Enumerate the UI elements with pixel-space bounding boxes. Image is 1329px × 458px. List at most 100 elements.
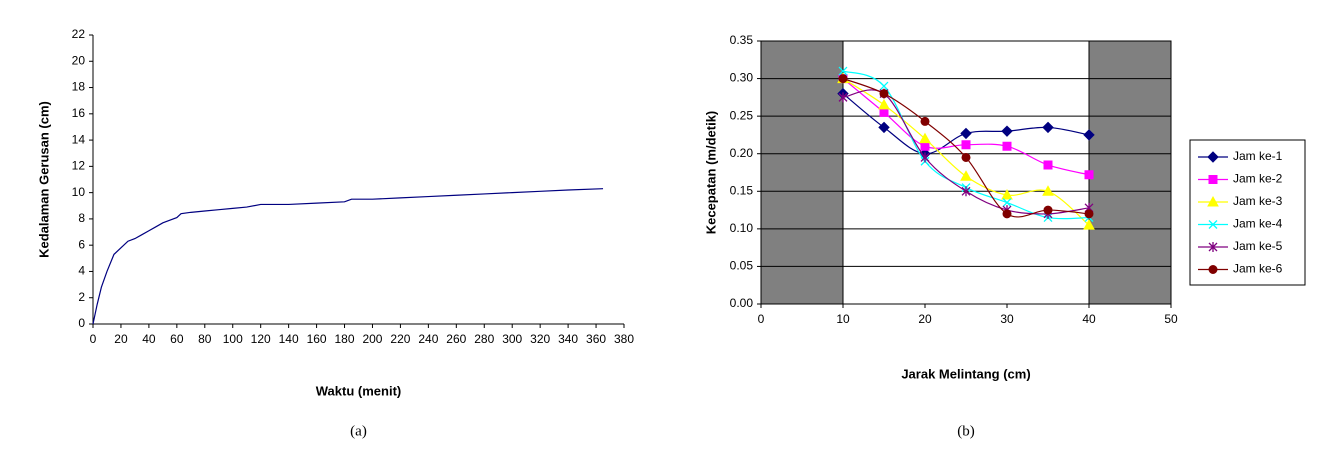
x-tick-label: 40 — [142, 332, 156, 346]
y-tick-label: 12 — [72, 159, 86, 173]
marker — [1042, 121, 1054, 134]
y-tick-label: 0.00 — [730, 296, 754, 310]
marker — [879, 89, 889, 99]
x-tick-label: 20 — [918, 312, 932, 326]
marker — [961, 140, 971, 150]
marker — [1043, 205, 1053, 215]
marker — [1043, 160, 1053, 170]
x-tick-label: 30 — [1000, 312, 1014, 326]
x-tick-label: 50 — [1164, 312, 1178, 326]
x-tick-label: 360 — [586, 332, 606, 346]
marker — [1042, 185, 1054, 196]
marker — [960, 170, 972, 181]
x-tick-label: 220 — [390, 332, 410, 346]
y-tick-label: 14 — [72, 132, 86, 146]
y-tick-label: 16 — [72, 106, 86, 120]
marker — [879, 81, 889, 91]
y-tick-label: 0 — [78, 316, 85, 330]
x-axis-title: Jarak Melintang (cm) — [901, 366, 1030, 381]
x-tick-label: 0 — [90, 332, 97, 346]
y-tick-label: 0.35 — [730, 33, 754, 47]
legend-marker — [1208, 175, 1218, 184]
y-tick-label: 0.05 — [730, 259, 754, 273]
x-tick-label: 300 — [502, 332, 522, 346]
marker — [960, 127, 972, 140]
y-tick-label: 6 — [78, 237, 85, 251]
series-line — [842, 78, 1090, 226]
legend-marker — [1207, 195, 1219, 207]
legend-label: Jam ke-1 — [1233, 149, 1283, 163]
y-tick-label: 0.15 — [730, 183, 754, 197]
x-tick-label: 340 — [558, 332, 578, 346]
x-tick-label: 320 — [530, 332, 550, 346]
x-tick-label: 0 — [758, 312, 765, 326]
y-tick-label: 4 — [78, 264, 85, 278]
y-tick-label: 2 — [78, 290, 85, 304]
marker — [879, 107, 889, 117]
shaded-region — [1088, 40, 1172, 305]
marker — [920, 152, 930, 163]
caption: (b) — [957, 423, 975, 439]
y-tick-label: 20 — [72, 53, 86, 67]
y-tick-label: 0.30 — [730, 71, 754, 85]
x-tick-label: 10 — [836, 312, 850, 326]
x-tick-label: 80 — [198, 332, 212, 346]
y-tick-label: 0.10 — [730, 221, 754, 235]
series-line — [92, 188, 604, 325]
x-tick-label: 380 — [614, 332, 634, 346]
x-tick-label: 120 — [251, 332, 271, 346]
y-tick-label: 18 — [72, 80, 86, 94]
marker — [1002, 198, 1012, 208]
x-tick-label: 100 — [223, 332, 243, 346]
legend-box — [1189, 139, 1306, 286]
marker — [838, 66, 848, 76]
legend-label: Jam ke-6 — [1233, 262, 1283, 276]
marker — [1083, 219, 1095, 230]
marker — [878, 121, 890, 134]
caption: (a) — [350, 423, 367, 439]
legend-marker — [1208, 265, 1218, 274]
y-tick-label: 8 — [78, 211, 85, 225]
y-tick-label: 0.20 — [730, 146, 754, 160]
y-tick-label: 22 — [72, 27, 86, 41]
y-axis-title: Kedalaman Gerusan (cm) — [36, 101, 51, 258]
y-tick-label: 10 — [72, 185, 86, 199]
marker — [1002, 209, 1012, 219]
marker — [1002, 141, 1012, 151]
x-tick-label: 180 — [335, 332, 355, 346]
y-tick-label: 0.25 — [730, 108, 754, 122]
legend-label: Jam ke-4 — [1233, 217, 1283, 231]
marker — [878, 98, 890, 110]
marker — [961, 152, 971, 162]
x-tick-label: 60 — [170, 332, 184, 346]
x-tick-label: 40 — [1082, 312, 1096, 326]
legend-label: Jam ke-5 — [1233, 239, 1283, 253]
marker — [920, 141, 930, 151]
x-tick-label: 260 — [446, 332, 466, 346]
x-tick-label: 160 — [307, 332, 327, 346]
legend-marker — [1207, 151, 1219, 163]
marker — [838, 92, 848, 103]
marker — [1001, 125, 1013, 137]
x-axis-title: Waktu (menit) — [316, 383, 401, 398]
legend-marker — [1208, 220, 1218, 229]
marker — [961, 186, 971, 197]
marker — [919, 132, 931, 144]
shaded-region — [760, 40, 844, 305]
marker — [1083, 129, 1095, 141]
y-axis-title: Kecepatan (m/detik) — [703, 111, 718, 235]
x-tick-label: 200 — [362, 332, 382, 346]
marker — [1084, 209, 1094, 219]
marker — [838, 74, 848, 84]
x-tick-label: 280 — [474, 332, 494, 346]
marker — [1001, 189, 1013, 200]
legend-label: Jam ke-3 — [1233, 194, 1283, 208]
marker — [920, 116, 930, 126]
legend-marker — [1208, 242, 1218, 252]
marker — [1084, 170, 1094, 180]
x-tick-label: 20 — [114, 332, 128, 346]
x-tick-label: 140 — [279, 332, 299, 346]
legend-label: Jam ke-2 — [1233, 172, 1283, 186]
x-tick-label: 240 — [418, 332, 438, 346]
